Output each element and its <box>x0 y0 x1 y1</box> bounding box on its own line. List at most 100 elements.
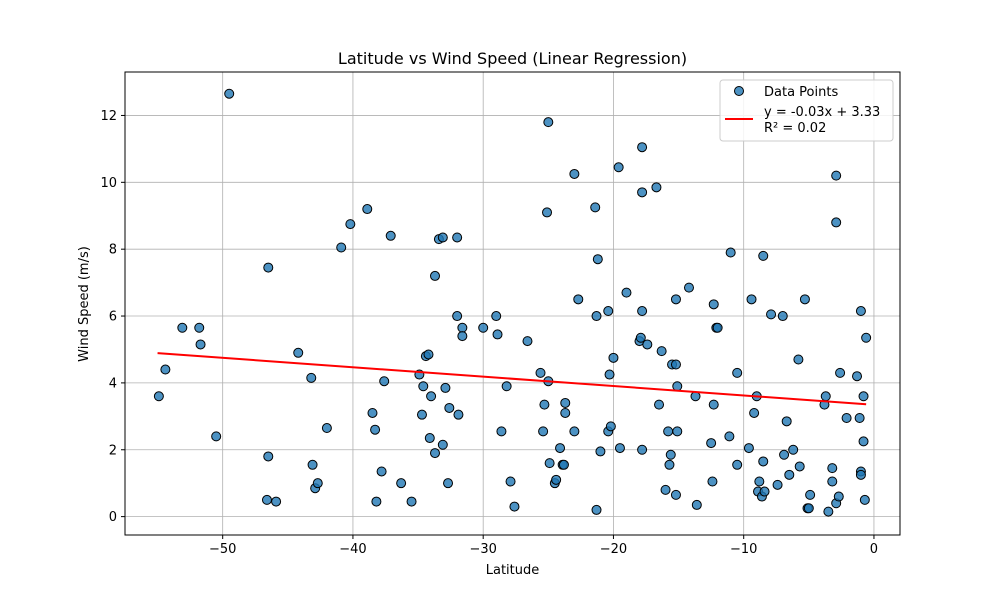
data-point <box>664 459 675 470</box>
data-point <box>539 399 550 410</box>
data-point <box>491 311 502 322</box>
y-axis-label: Wind Speed (m/s) <box>77 246 92 362</box>
data-point <box>613 162 624 173</box>
legend-regression-line-text: y = -0.03x + 3.33 <box>764 105 880 120</box>
data-point <box>367 407 378 418</box>
data-point <box>194 322 205 333</box>
data-point <box>543 117 554 128</box>
data-point <box>590 202 601 213</box>
data-point <box>263 451 274 462</box>
data-point <box>841 412 852 423</box>
data-point <box>457 322 468 333</box>
y-tick-label: 12 <box>100 109 117 124</box>
data-point <box>153 391 164 402</box>
data-point <box>855 469 866 480</box>
data-point <box>424 433 435 444</box>
x-tick-label: −40 <box>339 542 366 557</box>
data-point <box>430 448 440 459</box>
data-point <box>605 421 616 432</box>
data-point <box>416 409 427 420</box>
data-point <box>855 306 866 317</box>
y-tick-label: 8 <box>109 243 117 258</box>
data-point <box>663 426 674 437</box>
data-point <box>803 503 814 514</box>
data-point <box>799 294 810 305</box>
data-point <box>759 486 770 497</box>
data-point <box>560 407 571 418</box>
data-point <box>437 439 448 450</box>
data-point <box>823 506 834 517</box>
data-point <box>749 407 760 418</box>
data-point <box>852 371 863 382</box>
data-point <box>672 426 683 437</box>
data-point <box>551 474 562 485</box>
data-point <box>732 459 743 470</box>
data-point <box>321 423 332 434</box>
data-point <box>608 352 619 363</box>
data-point <box>509 501 520 512</box>
data-point <box>708 299 719 310</box>
data-point <box>440 382 451 393</box>
data-point <box>293 347 304 358</box>
data-point <box>637 142 648 153</box>
data-point <box>670 489 681 500</box>
data-point <box>707 476 718 487</box>
data-point <box>621 287 632 298</box>
data-point <box>725 247 736 258</box>
data-point <box>637 444 648 455</box>
data-point <box>642 339 653 350</box>
data-point <box>385 230 396 241</box>
data-point <box>211 431 222 442</box>
x-tick-label: −30 <box>469 542 496 557</box>
data-point <box>542 207 553 218</box>
data-point <box>793 354 804 365</box>
data-point <box>820 391 831 402</box>
data-point <box>376 466 387 477</box>
y-tick-label: 4 <box>109 376 117 391</box>
data-point <box>430 270 440 281</box>
data-point <box>423 349 434 360</box>
x-tick-label: −20 <box>600 542 627 557</box>
data-point <box>758 456 769 467</box>
data-point <box>535 367 546 378</box>
data-point <box>651 182 662 193</box>
data-point <box>522 336 533 347</box>
y-tick-label: 10 <box>100 176 117 191</box>
data-point <box>672 381 683 392</box>
data-point <box>555 443 566 454</box>
data-point <box>261 494 272 505</box>
data-point <box>595 446 606 457</box>
data-point <box>492 329 503 340</box>
data-point <box>835 367 846 378</box>
data-point <box>833 491 844 502</box>
data-point <box>708 399 719 410</box>
y-tick-label: 0 <box>109 510 117 525</box>
data-point <box>766 309 777 320</box>
data-point <box>560 397 571 408</box>
data-point <box>858 436 869 447</box>
data-point <box>788 444 799 455</box>
data-point <box>177 322 188 333</box>
legend: Data Points y = -0.03x + 3.33 R² = 0.02 <box>719 79 894 142</box>
legend-label-regression: y = -0.03x + 3.33 R² = 0.02 <box>764 105 880 136</box>
data-point <box>263 262 274 273</box>
data-point <box>772 479 783 490</box>
x-axis-label: Latitude <box>486 563 540 578</box>
data-point <box>670 294 681 305</box>
regression-line <box>157 352 867 406</box>
x-tick-label: −10 <box>730 542 757 557</box>
legend-regression-line-text: R² = 0.02 <box>764 121 826 136</box>
data-point <box>362 204 373 215</box>
data-point <box>635 332 646 343</box>
data-point <box>654 399 665 410</box>
data-point <box>195 339 206 350</box>
data-point <box>452 311 463 322</box>
data-point <box>569 426 580 437</box>
data-point <box>794 461 805 472</box>
data-point <box>569 168 580 179</box>
x-tick-label: −50 <box>209 542 236 557</box>
data-point <box>371 496 382 507</box>
data-point <box>443 478 454 489</box>
